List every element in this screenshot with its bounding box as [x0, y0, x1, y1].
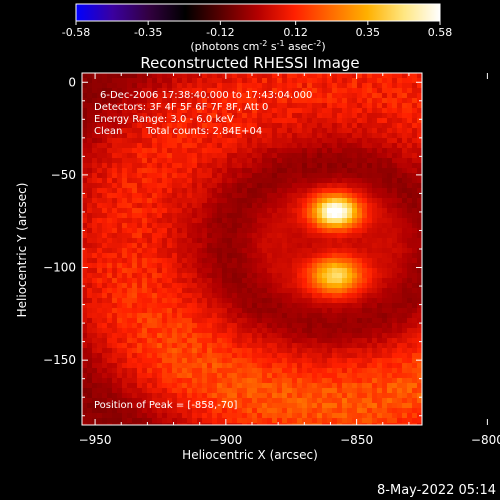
- colorbar-tick-label: 0.58: [428, 26, 453, 39]
- colorbar-tick-label: 0.35: [356, 26, 381, 39]
- footer-date: 8-May-2022 05:14: [377, 483, 496, 498]
- colorbar-tick-label: 0.12: [283, 26, 308, 39]
- annotation-counts: Total counts: 2.84E+04: [145, 126, 262, 137]
- axis-ticks: −950 −900 −850 −800 0 −50 −100 −150: [43, 73, 500, 447]
- x-tick-label: −850: [340, 433, 373, 447]
- colorbar-tick-label: -0.35: [134, 26, 162, 39]
- annotation-energy: Energy Range: 3.0 - 6.0 keV: [94, 114, 234, 125]
- colorbar: [75, 3, 441, 22]
- colorbar-units: (photons cm-2 s-1 asec-2): [190, 39, 325, 53]
- chart-title: Reconstructed RHESSI Image: [140, 54, 359, 72]
- y-axis-label: Heliocentric Y (arcsec): [15, 183, 29, 318]
- annotation-detectors: Detectors: 3F 4F 5F 6F 7F 8F, Att 0: [94, 102, 268, 113]
- annotation-time-range: 6-Dec-2006 17:38:40.000 to 17:43:04.000: [100, 90, 312, 101]
- annotation-peak-position: Position of Peak = [-858,-70]: [94, 400, 238, 411]
- annotation-method: Clean: [94, 126, 122, 137]
- y-tick-label: −50: [51, 168, 76, 182]
- x-tick-label: −900: [209, 433, 242, 447]
- y-tick-label: −100: [43, 261, 76, 275]
- y-tick-label: 0: [68, 75, 76, 89]
- colorbar-tick-label: -0.12: [206, 26, 234, 39]
- x-tick-label: −950: [79, 433, 112, 447]
- x-axis-label: Heliocentric X (arcsec): [182, 448, 318, 462]
- colorbar-tick-label: -0.58: [62, 26, 90, 39]
- colorbar-ticks: -0.58 -0.35 -0.12 0.12 0.35 0.58: [62, 21, 452, 39]
- heatmap-image: [82, 73, 422, 425]
- y-tick-label: −150: [43, 353, 76, 367]
- x-tick-label: −800: [471, 433, 500, 447]
